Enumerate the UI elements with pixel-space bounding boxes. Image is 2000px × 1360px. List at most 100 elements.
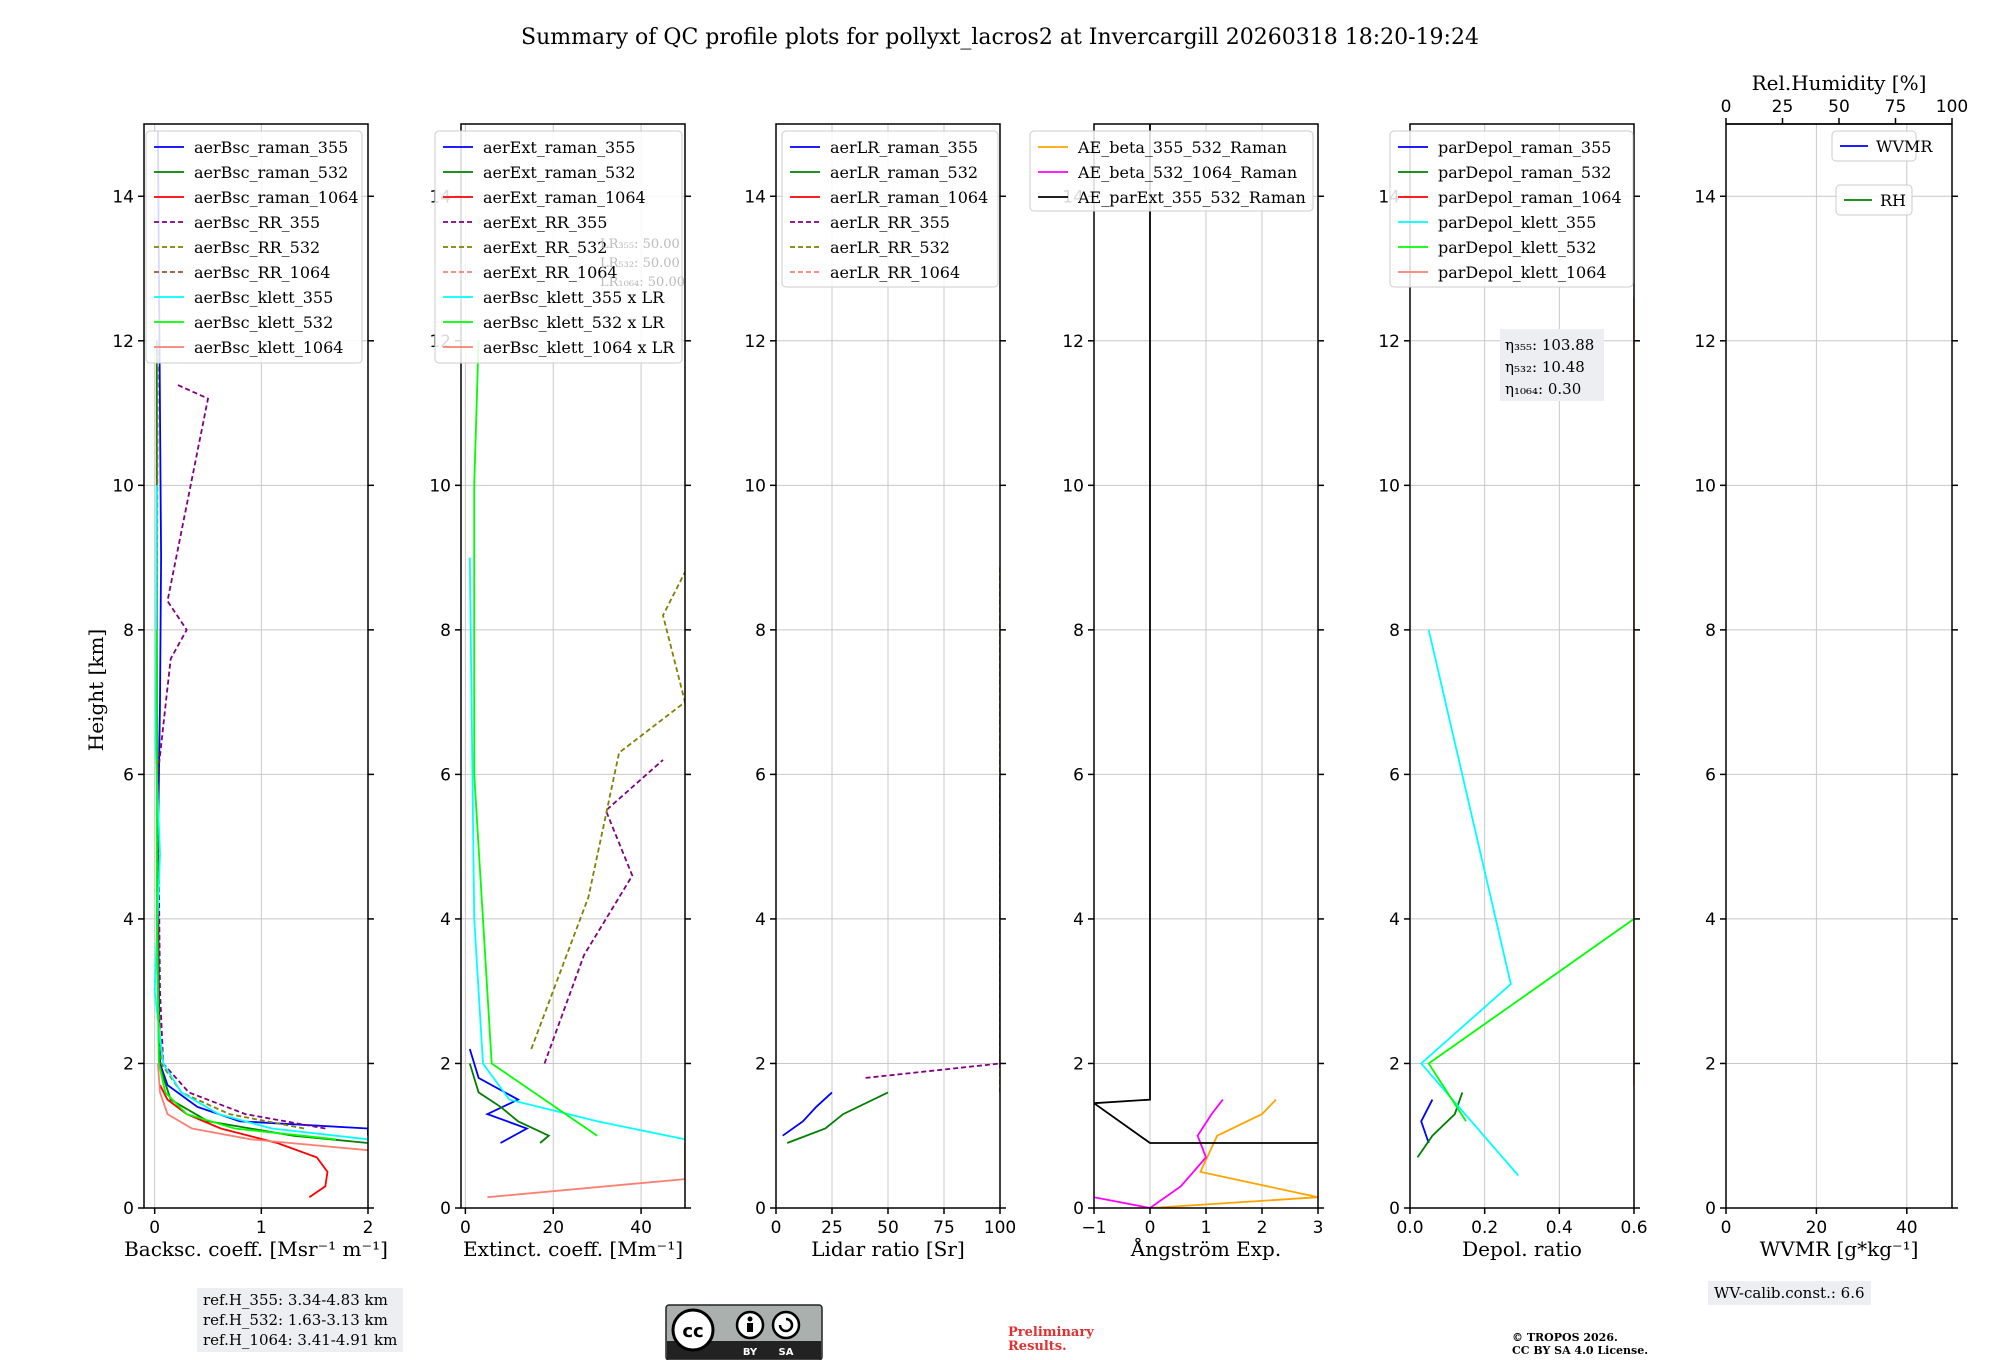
- copyright-line1: © TROPOS 2026.: [1512, 1331, 1618, 1344]
- y-tick-label: 4: [755, 910, 766, 930]
- x-tick-label: 0: [149, 1218, 160, 1238]
- series-line-AE_beta_532_1064_Raman: [1094, 1099, 1224, 1208]
- legend-label: aerExt_RR_532: [483, 238, 607, 257]
- cc-license-badge: cc BY SA: [665, 1304, 823, 1360]
- top-x-tick-label: 25: [1772, 97, 1794, 117]
- series-line-parDepol_raman_532: [1416, 1092, 1464, 1158]
- eta-box: [1500, 329, 1604, 401]
- x-tick-label: 20: [542, 1218, 564, 1238]
- copyright-note: © TROPOS 2026. CC BY SA 4.0 License.: [1512, 1331, 1648, 1357]
- y-tick-label: 12: [744, 332, 766, 352]
- legend-label: aerBsc_klett_1064: [194, 338, 343, 357]
- y-tick-label: 8: [123, 621, 134, 641]
- y-tick-label: 10: [1378, 476, 1400, 496]
- y-tick-label: 2: [1389, 1054, 1400, 1074]
- legend: aerExt_raman_355 aerExt_raman_532 aerExt_r…: [434, 130, 683, 364]
- legend-label: aerExt_raman_355: [483, 138, 636, 157]
- x-tick-label: 0: [460, 1218, 471, 1238]
- y-tick-label: 10: [112, 476, 134, 496]
- axes-frame: [460, 123, 686, 1209]
- y-tick-label: 2: [440, 1054, 451, 1074]
- axes-frame: [1409, 123, 1635, 1209]
- top-x-tick-label: 75: [1885, 97, 1907, 117]
- x-axis-label: Depol. ratio: [1462, 1237, 1582, 1261]
- x-tick-label: 75: [933, 1218, 955, 1238]
- legend: aerLR_raman_355 aerLR_raman_532 aerLR_rama…: [781, 130, 999, 288]
- y-tick-label: 10: [1062, 476, 1084, 496]
- x-tick-label: 0.0: [1396, 1218, 1423, 1238]
- legend-label: parDepol_klett_1064: [1438, 263, 1607, 282]
- legend-label: aerLR_raman_1064: [830, 188, 988, 207]
- legend-label: aerBsc_RR_532: [194, 238, 320, 257]
- x-tick-label: 25: [821, 1218, 843, 1238]
- lidar-ratio-label: LR₅₃₂: 50.00: [600, 256, 680, 271]
- series-line-aerBsc_klett_1064: [157, 1063, 368, 1152]
- x-tick-label: 0.6: [1620, 1218, 1647, 1238]
- legend-label: aerBsc_raman_532: [194, 163, 348, 182]
- legend-label: AE_beta_355_532_Raman: [1077, 138, 1287, 157]
- y-tick-label: 4: [440, 910, 451, 930]
- top-x-tick-label: 100: [1936, 97, 1968, 117]
- legend-label: aerBsc_klett_355: [194, 288, 333, 307]
- series-group: [153, 131, 368, 1198]
- legend-label: RH: [1880, 191, 1906, 210]
- y-tick-label: 0: [1073, 1199, 1084, 1219]
- chart-title: Summary of QC profile plots for pollyxt_…: [521, 25, 1479, 50]
- y-tick-label: 8: [755, 621, 766, 641]
- legend-label: aerBsc_raman_1064: [194, 188, 359, 207]
- x-tick-label: 0.2: [1471, 1218, 1498, 1238]
- legend-label: aerExt_raman_1064: [483, 188, 646, 207]
- y-tick-label: 10: [1694, 476, 1716, 496]
- x-tick-label: 3: [1313, 1218, 1324, 1238]
- lidar-ratio-label: LR₁₀₆₄: 50.00: [600, 275, 685, 290]
- y-tick-label: 6: [755, 765, 766, 785]
- y-tick-label: 4: [1073, 910, 1084, 930]
- x-axis-label: Lidar ratio [Sr]: [811, 1237, 965, 1261]
- top-x-tick-label: 0: [1721, 97, 1732, 117]
- x-axis-label: Ångström Exp.: [1130, 1236, 1281, 1261]
- x-tick-label: 0: [1721, 1218, 1732, 1238]
- preliminary-line1: Preliminary: [1008, 1325, 1094, 1340]
- series-line-aerBsc_klett_355 x LR: [468, 557, 685, 1141]
- legend-label: aerBsc_raman_355: [194, 138, 348, 157]
- series-line-aerLR_raman_355: [782, 1091, 833, 1137]
- series-group: [1416, 297, 1634, 1177]
- series-line-aerBsc_raman_532: [155, 340, 368, 1144]
- y-tick-label: 0: [755, 1199, 766, 1219]
- x-tick-label: 0: [771, 1218, 782, 1238]
- x-tick-label: 1: [256, 1218, 267, 1238]
- series-line-aerBsc_klett_1064 x LR: [487, 1143, 685, 1199]
- series-line-parDepol_klett_355: [1419, 629, 1519, 1177]
- y-tick-label: 2: [123, 1054, 134, 1074]
- series-group: [1094, 124, 1318, 1208]
- legend-label: parDepol_raman_355: [1438, 138, 1611, 157]
- legend-label: aerExt_RR_1064: [483, 263, 618, 282]
- axes-frame: [1725, 123, 1953, 1209]
- x-tick-label: 100: [984, 1218, 1016, 1238]
- x-tick-label: 0.4: [1546, 1218, 1573, 1238]
- ref-height-355: ref.H_355: 3.34-4.83 km: [203, 1291, 388, 1309]
- legend-box: [434, 130, 683, 364]
- series-line-aerLR_raman_532: [786, 1091, 889, 1144]
- top-x-tick-label: 50: [1828, 97, 1850, 117]
- x-tick-label: 20: [1806, 1218, 1828, 1238]
- y-tick-label: 6: [123, 765, 134, 785]
- eta-label: η₅₃₂: 10.48: [1505, 358, 1585, 376]
- y-tick-label: 14: [1694, 187, 1716, 207]
- y-tick-label: 14: [744, 187, 766, 207]
- legend: WVMR RH: [1831, 130, 1933, 216]
- legend-label: aerLR_RR_355: [830, 213, 950, 232]
- y-tick-label: 6: [440, 765, 451, 785]
- legend: parDepol_raman_355 parDepol_raman_532 parD…: [1389, 130, 1634, 288]
- y-tick-label: 14: [112, 187, 134, 207]
- legend-label: aerLR_raman_355: [830, 138, 978, 157]
- x-tick-label: 1: [1201, 1218, 1212, 1238]
- series-line-parDepol_raman_355: [1420, 1099, 1434, 1144]
- y-tick-label: 6: [1073, 765, 1084, 785]
- legend-label: aerExt_raman_532: [483, 163, 636, 182]
- sa-icon-arrow: [778, 1317, 794, 1333]
- series-line-aerBsc_klett_532 x LR: [473, 340, 598, 1137]
- eta-label: η₃₅₅: 103.88: [1505, 336, 1594, 354]
